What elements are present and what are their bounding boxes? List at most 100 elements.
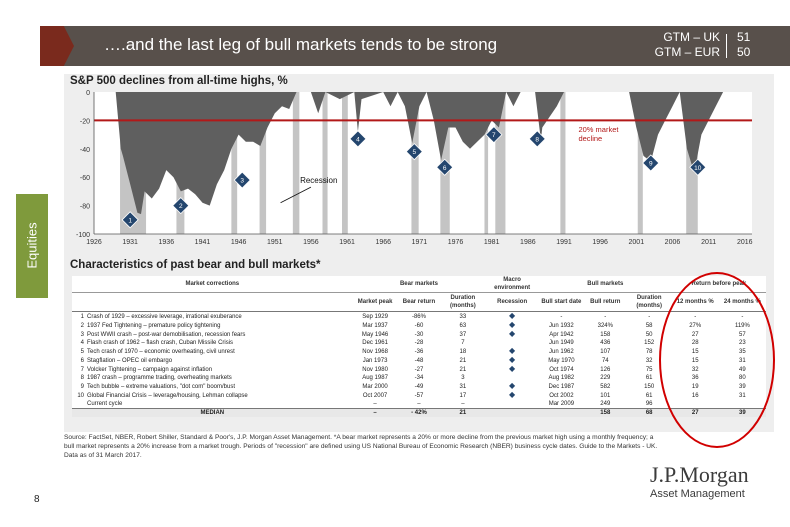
x-tick-label: 1966 xyxy=(375,239,391,246)
cell-bear: -30 xyxy=(414,331,424,338)
recession-cell: ◆ xyxy=(485,312,539,322)
cell-start: Oct 1974 xyxy=(549,366,574,373)
row-number: 4 xyxy=(80,340,84,346)
cell-peak: Mar 2000 xyxy=(362,383,388,390)
cell-peak: Sep 1929 xyxy=(362,313,388,320)
x-tick-label: 1951 xyxy=(267,239,283,246)
footnote: Source: FactSet, NBER, Robert Shiller, S… xyxy=(64,434,658,459)
y-tick-label: -80 xyxy=(80,204,90,211)
x-tick-label: 1981 xyxy=(484,239,500,246)
cell-bdur: 78 xyxy=(645,348,653,355)
recession-band xyxy=(231,92,238,234)
x-tick-label: 1956 xyxy=(303,239,319,246)
x-tick-label: 1931 xyxy=(122,239,138,246)
cell-peak: Aug 1987 xyxy=(362,375,388,381)
row-description: 3 Post WWII crash – post-war demobilisati… xyxy=(72,330,353,339)
correction-marker-label: 1 xyxy=(128,217,132,224)
row-label: Crash of 1929 – excessive leverage, irra… xyxy=(87,313,242,320)
y-tick-label: -100 xyxy=(76,232,90,239)
cell-bdur: 61 xyxy=(645,375,653,381)
cell-dur: 17 xyxy=(459,392,467,399)
correction-marker-label: 5 xyxy=(413,149,417,156)
cell-bdur: 32 xyxy=(645,357,653,364)
recession-band xyxy=(484,92,489,234)
cell-dur: – xyxy=(461,401,465,407)
cell-peak: Jan 1973 xyxy=(362,357,388,364)
row-label: Tech crash of 1970 – economic overheatin… xyxy=(87,348,235,355)
cell-bear: -49 xyxy=(414,383,424,390)
recession-band xyxy=(342,92,348,234)
y-tick-label: -40 xyxy=(80,147,90,154)
correction-marker xyxy=(405,143,423,161)
correction-marker xyxy=(436,158,454,176)
row-description: 10 Global Financial Crisis – leverage/hou… xyxy=(72,391,353,400)
cell-dur: 3 xyxy=(461,375,465,381)
threshold-label: 20% market xyxy=(578,125,619,134)
recession-band xyxy=(637,92,643,234)
row-description: 7 Volcker Tightening – campaign against i… xyxy=(72,365,353,374)
correction-marker xyxy=(233,171,251,189)
threshold-label-line2: decline xyxy=(578,134,602,143)
recession-diamond-icon: ◆ xyxy=(509,355,516,364)
recession-cell: ◆ xyxy=(485,365,539,374)
gtm-page-numbers: 51 50 xyxy=(737,30,750,60)
cell-bear: -28 xyxy=(414,340,424,346)
correction-marker xyxy=(528,130,546,148)
recession-cell xyxy=(485,400,539,409)
cell-bear: – xyxy=(417,401,421,407)
row-number: 2 xyxy=(80,322,84,329)
cell-bdur: 96 xyxy=(645,401,653,407)
cell-bdur: 150 xyxy=(644,383,655,390)
cell-peak: – xyxy=(373,401,377,407)
median-peak: – xyxy=(352,408,398,417)
recession-diamond-icon: ◆ xyxy=(509,320,516,329)
recession-band xyxy=(495,92,506,234)
recession-diamond-icon: ◆ xyxy=(509,364,516,373)
table-row: Current cycle – – – Mar 2009 249 96 xyxy=(72,400,766,409)
gtm-eur-page: 50 xyxy=(737,45,751,59)
cell-dur: 18 xyxy=(459,348,467,355)
cell-dur: 21 xyxy=(459,366,467,373)
correction-marker-label: 6 xyxy=(443,165,447,172)
cell-peak: Oct 2007 xyxy=(362,392,388,399)
correction-marker-label: 8 xyxy=(535,136,539,143)
cell-bull: 101 xyxy=(600,392,611,399)
group-header-bear: Bear markets xyxy=(352,276,486,293)
median-dur: 21 xyxy=(440,408,486,417)
cell-dur: 31 xyxy=(459,383,467,390)
correction-marker xyxy=(642,154,660,172)
cell-bear: -57 xyxy=(414,392,424,399)
cell-bull: 107 xyxy=(600,348,611,355)
row-description: 4 Flash crash of 1962 – flash crash, Cuba… xyxy=(72,339,353,347)
correction-marker-label: 2 xyxy=(179,203,183,210)
cell-peak: May 1946 xyxy=(361,331,389,338)
y-tick-label: 0 xyxy=(86,90,90,97)
row-label: 1987 crash – programme trading, overheat… xyxy=(87,375,232,381)
row-number: 1 xyxy=(80,313,84,320)
col-bull-return: Bull return xyxy=(583,292,627,312)
recession-band xyxy=(411,92,419,234)
recession-band xyxy=(560,92,566,234)
cell-bdur: - xyxy=(648,313,651,320)
cell-bull: 249 xyxy=(600,401,611,407)
recession-cell: ◆ xyxy=(485,391,539,400)
cell-bull: 436 xyxy=(600,340,611,346)
table-title: Characteristics of past bear and bull ma… xyxy=(70,259,321,271)
x-tick-label: 1976 xyxy=(448,239,464,246)
cell-bull: 229 xyxy=(600,375,611,381)
recession-cell: ◆ xyxy=(485,321,539,330)
cell-dur: 63 xyxy=(459,322,467,329)
table-row: 1 Crash of 1929 – excessive leverage, irr… xyxy=(72,312,766,322)
gtm-separator xyxy=(726,34,727,58)
recession-cell: ◆ xyxy=(485,330,539,339)
row-label: Post WWII crash – post-war demobilisatio… xyxy=(87,331,246,338)
cell-bdur: 50 xyxy=(645,331,653,338)
cell-dur: 33 xyxy=(459,313,467,320)
recession-diamond-icon: ◆ xyxy=(509,311,516,320)
cell-bear: -48 xyxy=(414,357,424,364)
recession-label: Recession xyxy=(300,176,337,185)
col-bear-return: Bear return xyxy=(397,292,441,312)
row-description: 1 Crash of 1929 – excessive leverage, irr… xyxy=(72,312,353,322)
row-description: 9 Tech bubble – extreme valuations, "dot … xyxy=(72,382,353,391)
